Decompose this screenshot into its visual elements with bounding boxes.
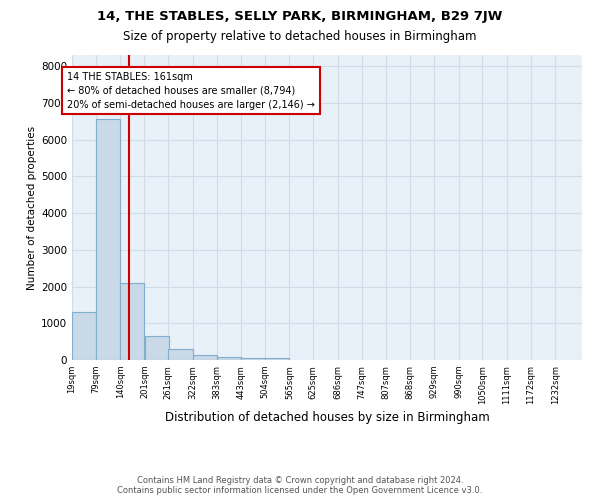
Text: 14, THE STABLES, SELLY PARK, BIRMINGHAM, B29 7JW: 14, THE STABLES, SELLY PARK, BIRMINGHAM,… xyxy=(97,10,503,23)
Text: Size of property relative to detached houses in Birmingham: Size of property relative to detached ho… xyxy=(123,30,477,43)
Bar xyxy=(72,312,96,360)
Bar xyxy=(241,358,265,360)
Bar xyxy=(193,355,217,360)
Bar xyxy=(265,358,289,360)
Bar xyxy=(120,283,145,360)
Bar xyxy=(96,120,120,360)
Bar xyxy=(145,336,169,360)
Bar xyxy=(169,350,193,360)
Bar xyxy=(217,356,241,360)
X-axis label: Distribution of detached houses by size in Birmingham: Distribution of detached houses by size … xyxy=(164,411,490,424)
Y-axis label: Number of detached properties: Number of detached properties xyxy=(27,126,37,290)
Text: Contains HM Land Registry data © Crown copyright and database right 2024.
Contai: Contains HM Land Registry data © Crown c… xyxy=(118,476,482,495)
Text: 14 THE STABLES: 161sqm
← 80% of detached houses are smaller (8,794)
20% of semi-: 14 THE STABLES: 161sqm ← 80% of detached… xyxy=(67,72,314,110)
